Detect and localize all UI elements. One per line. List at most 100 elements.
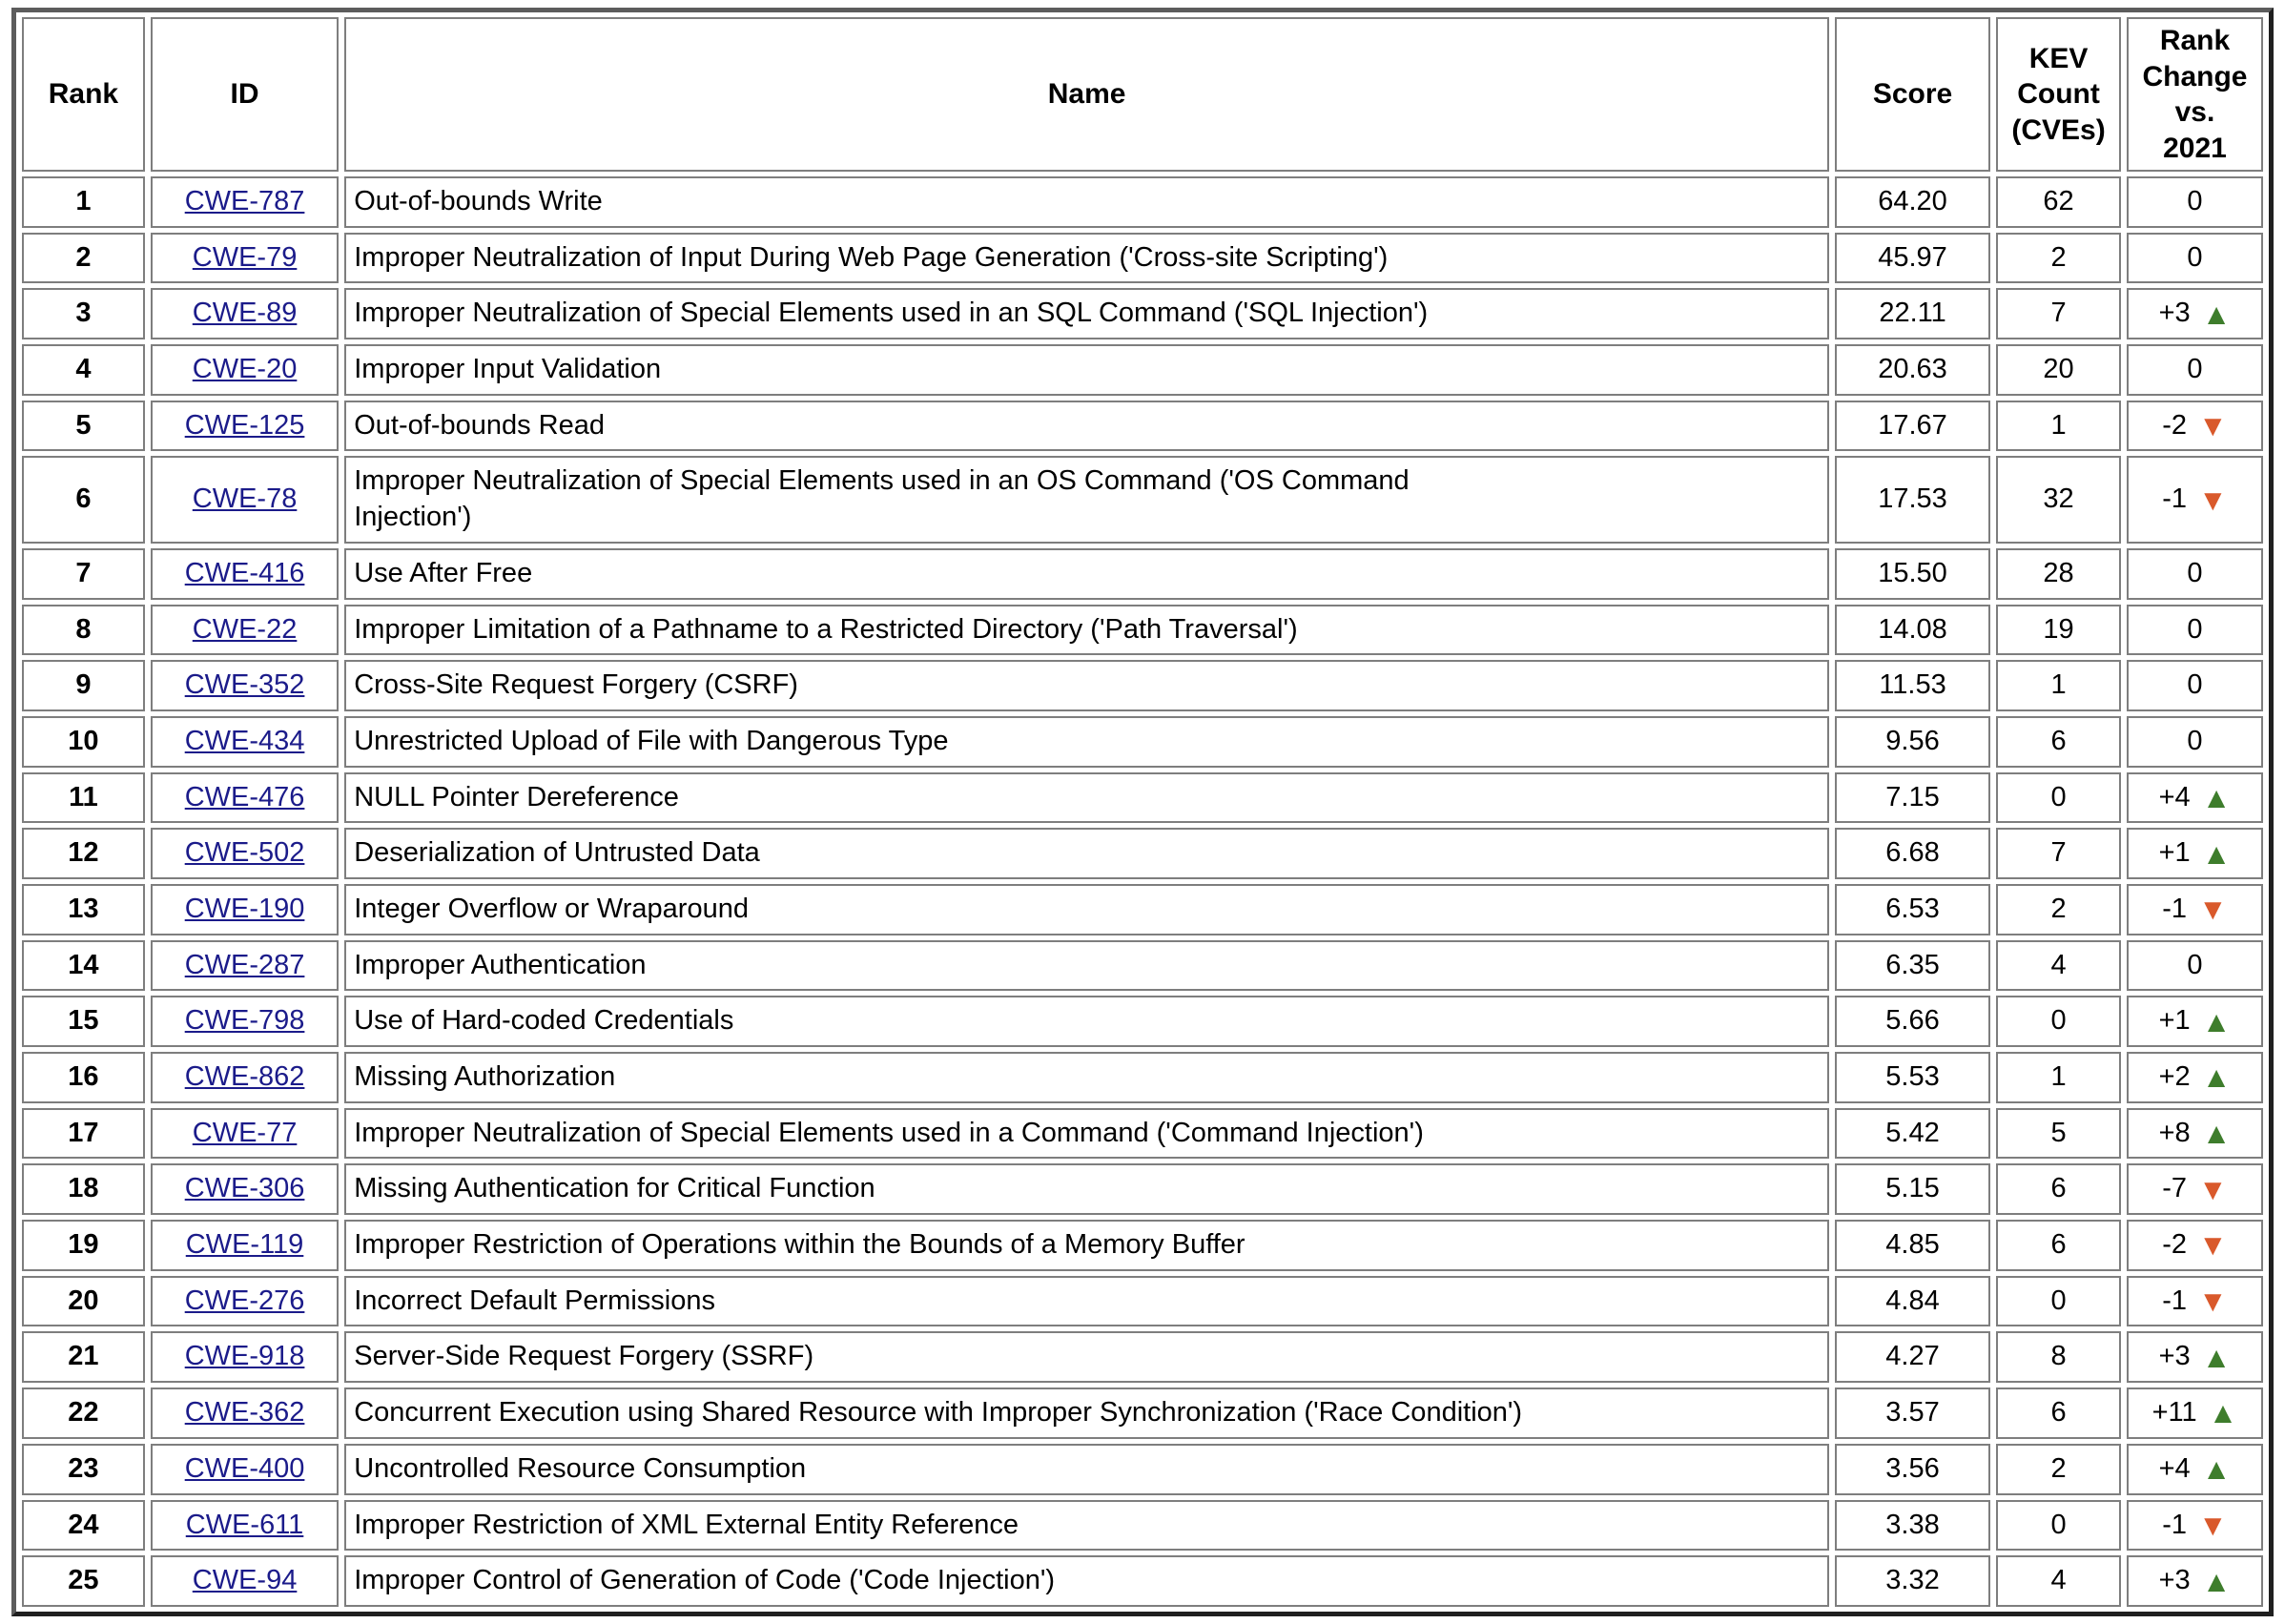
cwe-id-link[interactable]: CWE-352 bbox=[184, 669, 305, 701]
table-row: 17 CWE-77 Improper Neutralization of Speci… bbox=[22, 1107, 2263, 1160]
cwe-id-link[interactable]: CWE-22 bbox=[192, 613, 298, 645]
table-row: 20 CWE-276 Incorrect Default Permissions 4.… bbox=[22, 1275, 2263, 1327]
table-row: 6 CWE-78 Improper Neutralization of Specia… bbox=[22, 456, 2263, 544]
rank-cell: 16 bbox=[22, 1052, 145, 1103]
rank-change-value: -1 bbox=[2162, 1285, 2188, 1316]
cwe-id-link[interactable]: CWE-798 bbox=[184, 1005, 305, 1037]
cwe-id-link[interactable]: CWE-306 bbox=[184, 1173, 305, 1204]
kev-count-cell: 1 bbox=[1996, 400, 2121, 452]
rank-change-cell: -2 ▼ bbox=[2126, 400, 2263, 452]
name-cell: Unrestricted Upload of File with Dangero… bbox=[344, 715, 1829, 768]
cwe-id-link[interactable]: CWE-862 bbox=[184, 1061, 305, 1092]
score-cell: 3.38 bbox=[1834, 1499, 1991, 1552]
cwe-id-link[interactable]: CWE-434 bbox=[184, 725, 305, 756]
kev-count-cell: 4 bbox=[1996, 939, 2121, 992]
cwe-id-link[interactable]: CWE-94 bbox=[192, 1565, 298, 1596]
rank-change-cell: 0 bbox=[2126, 176, 2263, 228]
cwe-id-link[interactable]: CWE-476 bbox=[184, 781, 305, 812]
rank-change-wrap: 0 bbox=[2187, 352, 2202, 388]
rank-change-wrap: -7 ▼ bbox=[2162, 1171, 2227, 1207]
score-cell: 3.32 bbox=[1834, 1555, 1991, 1607]
column-header-name: Name bbox=[344, 17, 1829, 172]
table-row: 4 CWE-20 Improper Input Validation 20.63 20 0 bbox=[22, 344, 2263, 396]
up-arrow-icon: ▲ bbox=[2201, 1564, 2232, 1598]
up-arrow-icon: ▲ bbox=[2201, 1452, 2232, 1487]
cwe-id-link[interactable]: CWE-89 bbox=[192, 298, 298, 329]
name-cell: Improper Neutralization of Special Eleme… bbox=[344, 1107, 1829, 1160]
id-cell: CWE-400 bbox=[150, 1443, 340, 1495]
down-arrow-icon: ▼ bbox=[2198, 1228, 2228, 1263]
name-cell: Improper Input Validation bbox=[344, 344, 1829, 396]
rank-change-wrap: -1 ▼ bbox=[2162, 1284, 2227, 1320]
cwe-id-link[interactable]: CWE-416 bbox=[184, 557, 305, 588]
rank-change-value: 0 bbox=[2187, 241, 2203, 273]
kev-count-cell: 2 bbox=[1996, 883, 2121, 935]
cwe-id-link[interactable]: CWE-787 bbox=[184, 186, 305, 216]
kev-count-cell: 6 bbox=[1996, 1388, 2121, 1439]
name-cell: Missing Authentication for Critical Func… bbox=[344, 1163, 1829, 1216]
cwe-id-link[interactable]: CWE-78 bbox=[192, 483, 298, 515]
cwe-id-link[interactable]: CWE-119 bbox=[185, 1229, 304, 1261]
table-row: 5 CWE-125 Out-of-bounds Read 17.67 1 -2 ▼ bbox=[22, 400, 2263, 452]
table-row: 24 CWE-611 Improper Restriction of XML Ext… bbox=[22, 1499, 2263, 1552]
cwe-id-link[interactable]: CWE-611 bbox=[185, 1509, 304, 1540]
rank-change-cell: -1 ▼ bbox=[2126, 1499, 2263, 1552]
rank-change-cell: +2 ▲ bbox=[2126, 1052, 2263, 1103]
id-cell: CWE-276 bbox=[150, 1275, 340, 1327]
table-row: 10 CWE-434 Unrestricted Upload of File wit… bbox=[22, 715, 2263, 768]
cwe-id-link[interactable]: CWE-362 bbox=[184, 1397, 305, 1429]
table-row: 15 CWE-798 Use of Hard-coded Credentials 5.… bbox=[22, 996, 2263, 1047]
score-cell: 11.53 bbox=[1834, 660, 1991, 711]
table-row: 25 CWE-94 Improper Control of Generation o… bbox=[22, 1555, 2263, 1607]
name-cell: Improper Neutralization of Input During … bbox=[344, 232, 1829, 284]
cwe-id-link[interactable]: CWE-20 bbox=[192, 354, 298, 385]
up-arrow-icon: ▲ bbox=[2201, 1117, 2232, 1151]
kev-count-cell: 32 bbox=[1996, 456, 2121, 544]
cwe-id-link[interactable]: CWE-918 bbox=[184, 1341, 305, 1372]
cwe-id-link[interactable]: CWE-502 bbox=[184, 837, 305, 869]
kev-count-cell: 8 bbox=[1996, 1331, 2121, 1384]
rank-change-cell: +1 ▲ bbox=[2126, 996, 2263, 1047]
name-cell: Concurrent Execution using Shared Resour… bbox=[344, 1388, 1829, 1439]
cwe-id-link[interactable]: CWE-79 bbox=[192, 241, 298, 273]
rank-change-value: 0 bbox=[2187, 949, 2203, 980]
kev-count-cell: 28 bbox=[1996, 547, 2121, 600]
score-cell: 9.56 bbox=[1834, 715, 1991, 768]
score-cell: 6.35 bbox=[1834, 939, 1991, 992]
name-cell: Improper Restriction of Operations withi… bbox=[344, 1220, 1829, 1271]
score-cell: 17.53 bbox=[1834, 456, 1991, 544]
cwe-id-link[interactable]: CWE-400 bbox=[184, 1452, 305, 1484]
rank-cell: 3 bbox=[22, 288, 145, 340]
rank-change-value: 0 bbox=[2187, 557, 2203, 588]
rank-change-cell: -1 ▼ bbox=[2126, 456, 2263, 544]
rank-change-cell: 0 bbox=[2126, 715, 2263, 768]
cwe-id-link[interactable]: CWE-77 bbox=[192, 1117, 298, 1148]
kev-count-cell: 0 bbox=[1996, 771, 2121, 824]
id-cell: CWE-20 bbox=[150, 344, 340, 396]
rank-change-wrap: -2 ▼ bbox=[2162, 1227, 2227, 1264]
rank-change-value: +4 bbox=[2158, 1452, 2191, 1484]
cwe-id-link[interactable]: CWE-190 bbox=[184, 893, 305, 924]
rank-change-value: +1 bbox=[2158, 837, 2191, 869]
cwe-id-link[interactable]: CWE-287 bbox=[184, 949, 305, 980]
rank-change-cell: +8 ▲ bbox=[2126, 1107, 2263, 1160]
up-arrow-icon: ▲ bbox=[2201, 1340, 2232, 1374]
rank-change-cell: +11 ▲ bbox=[2126, 1388, 2263, 1439]
table-row: 1 CWE-787 Out-of-bounds Write 64.20 62 0 bbox=[22, 176, 2263, 228]
kev-count-cell: 4 bbox=[1996, 1555, 2121, 1607]
rank-change-wrap: +1 ▲ bbox=[2159, 1003, 2232, 1039]
column-header-rank: Rank bbox=[22, 17, 145, 172]
kev-count-cell: 7 bbox=[1996, 828, 2121, 879]
column-header-score: Score bbox=[1834, 17, 1991, 172]
rank-change-value: +3 bbox=[2158, 1341, 2191, 1372]
rank-change-wrap: 0 bbox=[2187, 240, 2202, 277]
cwe-id-link[interactable]: CWE-125 bbox=[184, 409, 305, 441]
kev-count-cell: 1 bbox=[1996, 660, 2121, 711]
cwe-id-link[interactable]: CWE-276 bbox=[184, 1285, 305, 1316]
id-cell: CWE-918 bbox=[150, 1331, 340, 1384]
score-cell: 5.66 bbox=[1834, 996, 1991, 1047]
id-cell: CWE-22 bbox=[150, 604, 340, 656]
table-row: 23 CWE-400 Uncontrolled Resource Consumpti… bbox=[22, 1443, 2263, 1495]
table-row: 3 CWE-89 Improper Neutralization of Specia… bbox=[22, 288, 2263, 340]
rank-change-value: -1 bbox=[2162, 1509, 2188, 1540]
